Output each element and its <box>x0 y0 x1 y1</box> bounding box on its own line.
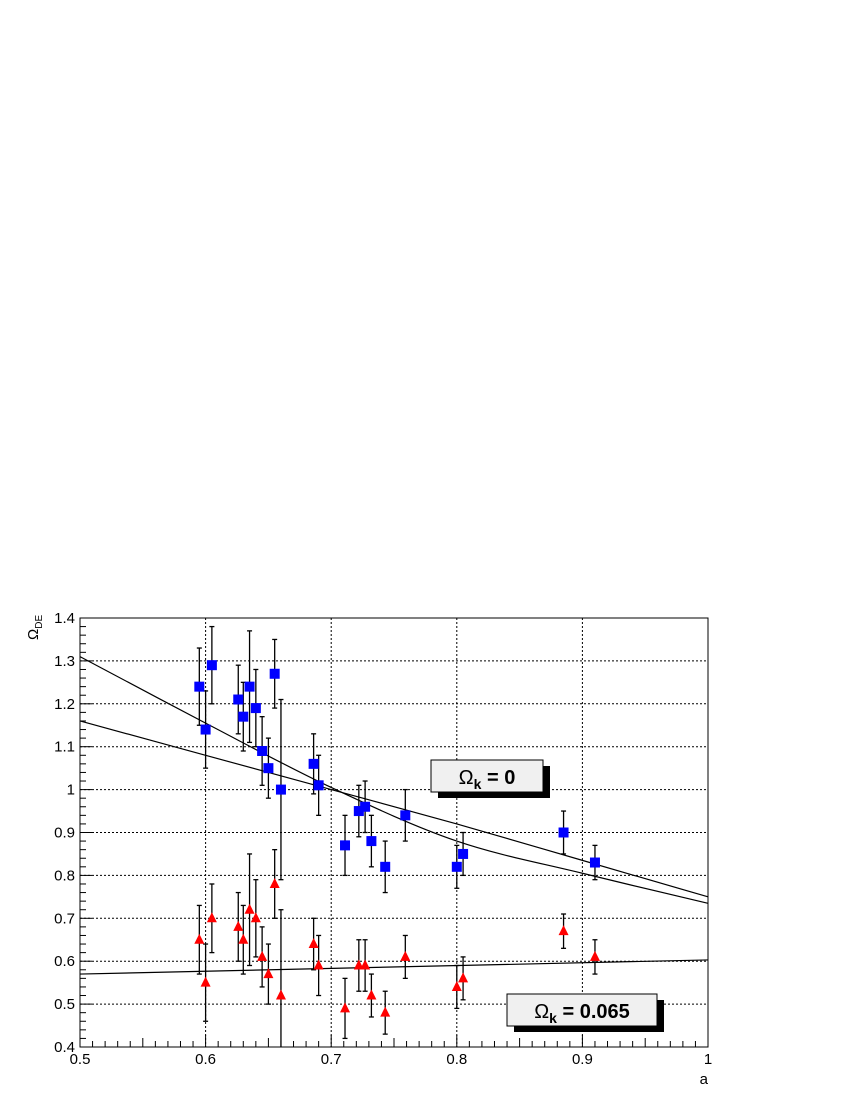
x-tick-label: 0.7 <box>321 1051 342 1068</box>
data-point-square <box>360 801 371 812</box>
data-point-square <box>263 763 274 774</box>
data-point-square <box>233 694 244 705</box>
data-point-triangle <box>244 903 255 914</box>
x-tick-label: 0.5 <box>70 1051 91 1068</box>
y-tick-label: 1.1 <box>54 739 75 756</box>
y-tick-label: 0.8 <box>54 867 75 884</box>
data-point-square <box>366 836 377 847</box>
data-point-triangle <box>194 933 205 944</box>
data-point-square <box>589 857 600 868</box>
data-point-triangle <box>238 933 249 944</box>
y-axis-label-sub: DE <box>34 615 45 629</box>
y-tick-label: 0.5 <box>54 996 75 1013</box>
data-point-square <box>353 806 364 817</box>
data-point-triangle <box>366 989 377 1000</box>
y-tick-label: 0.4 <box>54 1039 75 1056</box>
x-tick-label: 0.9 <box>572 1051 593 1068</box>
svg-text:ΩDE: ΩDE <box>25 615 45 640</box>
data-point-triangle <box>200 976 211 987</box>
legend-omega-k-0-sub: k <box>474 776 482 792</box>
data-point-square <box>558 827 569 838</box>
data-point-triangle <box>308 938 319 949</box>
legend-omega-k-0: Ωk = 0 <box>430 759 550 798</box>
data-point-triangle <box>400 950 411 961</box>
y-tick-label: 1 <box>67 782 75 799</box>
data-point-square <box>451 861 462 872</box>
data-point-triangle <box>353 959 364 970</box>
data-point-square <box>250 703 261 714</box>
data-point-triangle <box>269 877 280 888</box>
data-point-triangle <box>275 989 286 1000</box>
data-point-square <box>275 784 286 795</box>
tick-labels: 0.5 0.6 0.7 0.8 0.9 10.40.50.60.70.80.911.11.… <box>54 610 712 1068</box>
data-point-square <box>269 668 280 679</box>
data-point-square <box>206 660 217 671</box>
axis-ticks <box>79 617 709 1048</box>
y-tick-label: 1.2 <box>54 696 75 713</box>
data-point-square <box>238 711 249 722</box>
x-tick-label: 0.6 <box>195 1051 216 1068</box>
legend-omega-k-0065-main: Ω <box>534 1001 549 1023</box>
data-point-square <box>340 840 351 851</box>
data-point-triangle <box>451 980 462 991</box>
data-point-square <box>400 810 411 821</box>
data-point-triangle <box>458 972 469 983</box>
fit-line-3 <box>79 959 709 975</box>
y-tick-label: 1.4 <box>54 610 75 627</box>
data-point-square <box>308 758 319 769</box>
svg-text:Ωk = 0.065: Ωk = 0.065 <box>534 1001 630 1026</box>
x-tick-label: 0.8 <box>446 1051 467 1068</box>
data-point-triangle <box>233 920 244 931</box>
data-point-triangle <box>250 912 261 923</box>
data-point-square <box>194 681 205 692</box>
data-point-triangle <box>206 912 217 923</box>
error-bars <box>196 625 598 1047</box>
legend-omega-k-0065-sub: k <box>549 1010 557 1026</box>
data-point-square <box>380 861 391 872</box>
grid-lines <box>80 618 708 1047</box>
legend-omega-k-0065: Ωk = 0.065 <box>506 993 664 1032</box>
y-tick-label: 0.6 <box>54 953 75 970</box>
data-point-triangle <box>257 950 268 961</box>
data-point-square <box>313 780 324 791</box>
data-point-triangle <box>263 968 274 979</box>
y-axis-label-main: Ω <box>25 629 42 640</box>
data-point-triangle <box>360 959 371 970</box>
data-point-square <box>257 745 268 756</box>
data-point-triangle <box>589 950 600 961</box>
svg-text:Ωk = 0: Ωk = 0 <box>459 767 516 792</box>
data-point-triangle <box>558 925 569 936</box>
data-point-square <box>244 681 255 692</box>
x-axis-label: a <box>700 1071 709 1088</box>
y-tick-label: 0.7 <box>54 910 75 927</box>
data-point-square <box>200 724 211 735</box>
data-point-triangle <box>340 1002 351 1013</box>
data-point-square <box>458 848 469 859</box>
data-markers <box>194 660 600 1017</box>
y-tick-label: 1.3 <box>54 653 75 670</box>
data-point-triangle <box>313 959 324 970</box>
legend-omega-k-0-rest: = 0 <box>481 767 515 789</box>
x-tick-label: 1 <box>704 1051 712 1068</box>
y-tick-label: 0.9 <box>54 825 75 842</box>
fit-line-1 <box>79 656 709 904</box>
data-point-triangle <box>380 1006 391 1017</box>
y-axis-label: ΩDE <box>25 615 45 640</box>
legend-omega-k-0-main: Ω <box>459 767 474 789</box>
legend-omega-k-0065-rest: = 0.065 <box>557 1001 630 1023</box>
fit-line-2 <box>79 720 709 898</box>
